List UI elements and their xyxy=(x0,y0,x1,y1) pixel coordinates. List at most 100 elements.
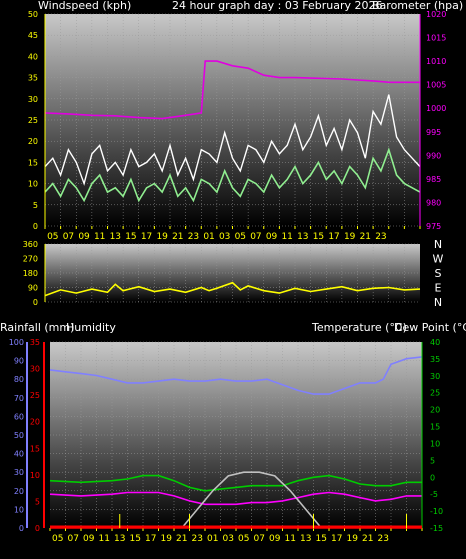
y-tick-label: 360 xyxy=(23,240,38,249)
y-tick-label: 10 xyxy=(28,180,38,189)
dewpoint-axis-title: Dew Point (°C) xyxy=(394,321,466,334)
chart-title: 24 hour graph day : 03 February 2026 xyxy=(172,0,383,12)
y-tick-label: 70 xyxy=(14,394,24,403)
x-tick-label: 09 xyxy=(83,534,95,544)
y-tick-label: 0 xyxy=(35,524,40,533)
y-tick-label: 35 xyxy=(30,338,40,347)
y-tick-label: 1000 xyxy=(426,104,446,113)
x-tick-label: 21 xyxy=(176,534,187,544)
x-tick-label: 21 xyxy=(362,534,373,544)
y-tick-label: 1010 xyxy=(426,57,446,66)
wind-right-ticks: 975 980 985 990 995 1000 1005 1010 1015 1020 xyxy=(419,10,446,231)
x-tick-label: 13 xyxy=(110,232,121,242)
y-tick-label: 10 xyxy=(430,439,440,448)
y-tick-label: 20 xyxy=(14,487,24,496)
x-tick-label: 07 xyxy=(254,534,265,544)
x-tick-label: 13 xyxy=(297,232,308,242)
direction-series xyxy=(44,281,421,297)
y-tick-label: 20 xyxy=(30,418,40,427)
wind-grid xyxy=(45,13,420,227)
y-tick-label: 15 xyxy=(30,444,40,453)
y-tick-label: 5 xyxy=(33,201,38,210)
x-tick-label: 09 xyxy=(269,534,281,544)
y-tick-label: 5 xyxy=(35,497,40,506)
compass-label: W xyxy=(433,253,444,266)
y-tick-label: 5 xyxy=(430,456,435,465)
y-tick-label: 60 xyxy=(14,412,24,421)
y-tick-label: 180 xyxy=(23,269,38,278)
x-tick-label: 11 xyxy=(94,232,105,242)
y-tick-label: 975 xyxy=(426,222,441,231)
x-tick-label: 05 xyxy=(52,534,63,544)
y-tick-label: 90 xyxy=(14,357,24,366)
x-tick-label: 09 xyxy=(266,232,278,242)
y-tick-label: 15 xyxy=(28,158,38,167)
x-tick-label: 05 xyxy=(235,232,246,242)
wind-left-ticks: 0 5 10 15 20 25 30 35 40 45 50 xyxy=(28,10,46,231)
y-tick-label: 90 xyxy=(28,284,38,293)
rain-tick-marks xyxy=(50,514,422,529)
y-tick-label: 40 xyxy=(14,450,24,459)
humidity-series-line xyxy=(49,356,423,395)
y-tick-label: 80 xyxy=(14,375,24,384)
x-tick-label: 21 xyxy=(360,232,371,242)
y-tick-label: 10 xyxy=(30,471,40,480)
y-tick-label: 15 xyxy=(430,423,440,432)
temperature-axis-title: Temperature (°C) xyxy=(311,321,407,334)
x-tick-label: 23 xyxy=(192,534,203,544)
temperature-series-line xyxy=(49,474,422,492)
x-tick-label: 15 xyxy=(316,534,327,544)
compass-label: E xyxy=(435,282,442,295)
dewpoint-series-line xyxy=(49,491,422,506)
y-tick-label: 0 xyxy=(19,524,24,533)
x-tick-label: 15 xyxy=(125,232,136,242)
x-tick-label: 17 xyxy=(328,232,339,242)
y-tick-label: 995 xyxy=(426,128,441,137)
x-tick-label: 09 xyxy=(78,232,90,242)
x-tick-label: 19 xyxy=(156,232,168,242)
temperature-ticks: -15 -10 -5 0 5 10 15 20 25 30 35 40 xyxy=(421,338,443,533)
x-tick-label: 19 xyxy=(344,232,356,242)
x-tick-label: 23 xyxy=(375,232,386,242)
wind-x-ticks: 05 07 09 11 13 15 17 19 21 23 01 03 05 07 09 11 13 15 17 19… xyxy=(44,226,421,242)
y-tick-label: 40 xyxy=(28,52,38,61)
y-tick-label: 0 xyxy=(430,473,435,482)
x-tick-label: 05 xyxy=(47,232,58,242)
solar-series-line xyxy=(181,471,322,529)
x-tick-label: 07 xyxy=(68,534,79,544)
y-tick-label: 30 xyxy=(430,372,440,381)
y-tick-label: 25 xyxy=(30,391,40,400)
x-tick-label: 19 xyxy=(161,534,173,544)
compass-label: N xyxy=(434,296,442,309)
humidity-ticks: 0 10 20 30 40 50 60 70 80 90 100 xyxy=(9,338,28,533)
direction-grid xyxy=(45,243,420,303)
x-tick-label: 11 xyxy=(99,534,110,544)
gust-series-line xyxy=(44,94,421,186)
y-tick-label: 10 xyxy=(14,505,24,514)
x-tick-label: 03 xyxy=(219,232,230,242)
x-tick-label: 01 xyxy=(203,232,214,242)
y-tick-label: 1005 xyxy=(426,81,446,90)
x-tick-label: 17 xyxy=(141,232,152,242)
y-tick-label: 40 xyxy=(430,338,440,347)
x-tick-label: 03 xyxy=(223,534,234,544)
y-tick-label: -5 xyxy=(430,490,438,499)
y-tick-label: 35 xyxy=(430,355,440,364)
y-tick-label: 980 xyxy=(426,198,441,207)
x-tick-label: 17 xyxy=(145,534,156,544)
y-tick-label: 50 xyxy=(14,431,24,440)
y-tick-label: 30 xyxy=(30,365,40,374)
y-tick-label: 25 xyxy=(430,389,440,398)
y-tick-label: 30 xyxy=(28,95,38,104)
x-tick-label: 07 xyxy=(63,232,74,242)
barometer-axis-title: Barometer (hpa) xyxy=(372,0,463,12)
x-tick-label: 17 xyxy=(331,534,342,544)
y-tick-label: 45 xyxy=(28,31,38,40)
climate-x-ticks: 05 07 09 11 13 15 17 19 21 23 01 03 05 07 09 11 13 15 17 19… xyxy=(49,528,423,544)
y-tick-label: 1015 xyxy=(426,34,446,43)
x-tick-label: 23 xyxy=(188,232,199,242)
windspeed-axis-title: Windspeed (kph) xyxy=(38,0,131,12)
